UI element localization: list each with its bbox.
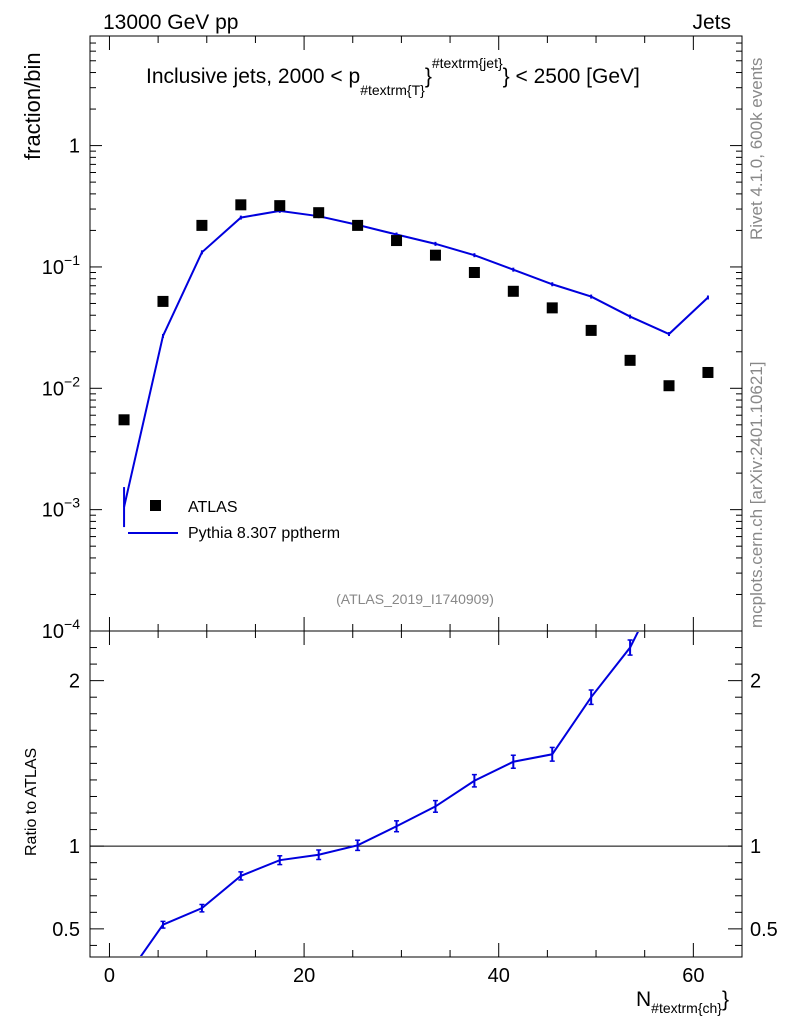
- atlas-point: [546, 302, 558, 314]
- y-tick-label: 10−1: [42, 252, 80, 279]
- ratio-series: [139, 632, 639, 956]
- atlas-point: [702, 366, 714, 378]
- x-tick-label: 60: [682, 965, 704, 987]
- x-tick-label: 20: [293, 965, 315, 987]
- x-label-sub: #textrm{ch}: [651, 1000, 722, 1016]
- atlas-point: [235, 199, 247, 211]
- atlas-point: [118, 414, 130, 426]
- main-panel: 1 10−1 10−2 10−3 10−4 fraction/bin Inclusive…: [20, 35, 743, 643]
- header-right: Jets: [692, 11, 731, 34]
- title-main: Inclusive jets, 2000 < p: [146, 65, 360, 88]
- header-left: 13000 GeV pp: [103, 11, 238, 34]
- mcplots-label: mcplots.cern.ch [arXiv:2401.10621]: [747, 362, 766, 628]
- atlas-point: [585, 324, 597, 336]
- legend-label-atlas: ATLAS: [188, 499, 238, 516]
- x-label-main: N: [636, 988, 651, 1011]
- main-x-ticks: [108, 36, 694, 631]
- ratio-y-tick-label-right: 0.5: [750, 919, 778, 941]
- atlas-point: [352, 219, 364, 231]
- atlas-point: [313, 207, 325, 219]
- main-y-axis: 1 10−1 10−2 10−3 10−4: [42, 35, 742, 643]
- atlas-point: [624, 354, 636, 366]
- legend-marker-atlas: [150, 500, 161, 511]
- x-axis-label: N#textrm{ch}}: [636, 988, 729, 1016]
- atlas-point: [391, 235, 403, 247]
- atlas-point: [196, 219, 208, 231]
- atlas-point: [468, 266, 480, 278]
- y-tick-label: 10−3: [42, 495, 80, 522]
- rivet-label: Rivet 4.1.0, 600k events: [747, 58, 766, 240]
- x-tick-label: 40: [488, 965, 510, 987]
- legend: ATLAS Pythia 8.307 pptherm: [128, 499, 340, 542]
- title-sub: #textrm{T}: [360, 82, 425, 98]
- main-title: Inclusive jets, 2000 < p#textrm{T}}#text…: [146, 55, 640, 98]
- ratio-y-tick-label: 0.5: [52, 919, 80, 941]
- ratio-y-tick-label: 1: [69, 836, 80, 858]
- mc-series: [123, 208, 709, 528]
- ratio-x-axis: 0 20 40 60: [104, 631, 704, 987]
- x-tick-label: 0: [104, 965, 115, 987]
- atlas-point: [507, 285, 519, 297]
- atlas-point: [429, 249, 441, 261]
- atlas-point: [663, 380, 675, 392]
- ratio-line: [139, 632, 639, 956]
- legend-label-mc: Pythia 8.307 pptherm: [188, 525, 340, 542]
- mc-line: [123, 209, 709, 508]
- atlas-series: [118, 199, 714, 426]
- ratio-y-axis: 0.5 0.5 1 1 2 2: [52, 647, 778, 946]
- ratio-y-label: Ratio to ATLAS: [23, 748, 40, 856]
- ratio-y-tick-label: 2: [69, 671, 80, 693]
- y-tick-label: 10−2: [42, 373, 80, 400]
- y-tick-label: 10−4: [42, 616, 80, 643]
- atlas-point: [157, 295, 169, 307]
- atlas-point: [274, 200, 286, 212]
- title-end: } < 2500 [GeV]: [503, 65, 640, 88]
- ratio-panel: 0.5 0.5 1 1 2 2 0 20 40 60 Ratio to ATLAS N#text…: [23, 630, 778, 1016]
- ratio-panel-frame: [89, 630, 743, 958]
- analysis-watermark: (ATLAS_2019_I1740909): [336, 591, 494, 607]
- main-y-label: fraction/bin: [20, 52, 45, 160]
- title-sup: #textrm{jet}: [432, 55, 503, 71]
- ratio-y-tick-label-right: 1: [750, 836, 761, 858]
- y-tick-label: 1: [69, 136, 80, 158]
- ratio-y-tick-label-right: 2: [750, 671, 761, 693]
